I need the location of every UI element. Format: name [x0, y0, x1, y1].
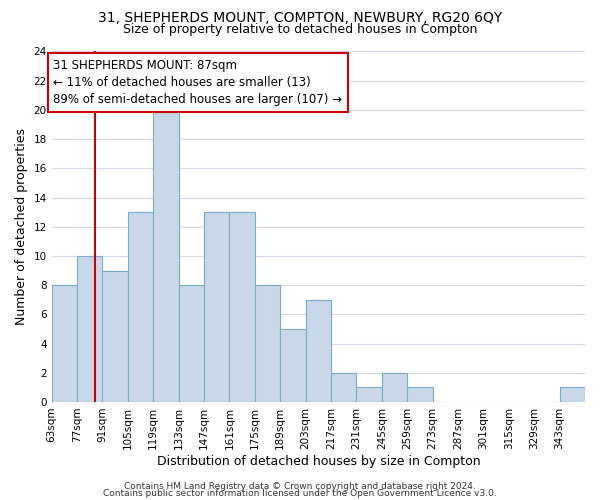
Text: 31 SHEPHERDS MOUNT: 87sqm
← 11% of detached houses are smaller (13)
89% of semi-: 31 SHEPHERDS MOUNT: 87sqm ← 11% of detac… [53, 59, 343, 106]
Bar [331, 373, 356, 402]
Bar [153, 110, 179, 402]
Y-axis label: Number of detached properties: Number of detached properties [15, 128, 28, 325]
Bar [255, 285, 280, 402]
Bar [407, 388, 433, 402]
Bar [280, 329, 305, 402]
Bar [356, 388, 382, 402]
Bar [305, 300, 331, 402]
Bar [128, 212, 153, 402]
Text: Contains HM Land Registry data © Crown copyright and database right 2024.: Contains HM Land Registry data © Crown c… [124, 482, 476, 491]
Bar [103, 270, 128, 402]
Bar [77, 256, 103, 402]
Bar [560, 388, 585, 402]
Bar [229, 212, 255, 402]
Text: 31, SHEPHERDS MOUNT, COMPTON, NEWBURY, RG20 6QY: 31, SHEPHERDS MOUNT, COMPTON, NEWBURY, R… [98, 11, 502, 25]
Bar [204, 212, 229, 402]
Text: Size of property relative to detached houses in Compton: Size of property relative to detached ho… [123, 22, 477, 36]
Bar [52, 285, 77, 402]
Bar [179, 285, 204, 402]
Bar [382, 373, 407, 402]
X-axis label: Distribution of detached houses by size in Compton: Distribution of detached houses by size … [157, 454, 480, 468]
Text: Contains public sector information licensed under the Open Government Licence v3: Contains public sector information licen… [103, 488, 497, 498]
